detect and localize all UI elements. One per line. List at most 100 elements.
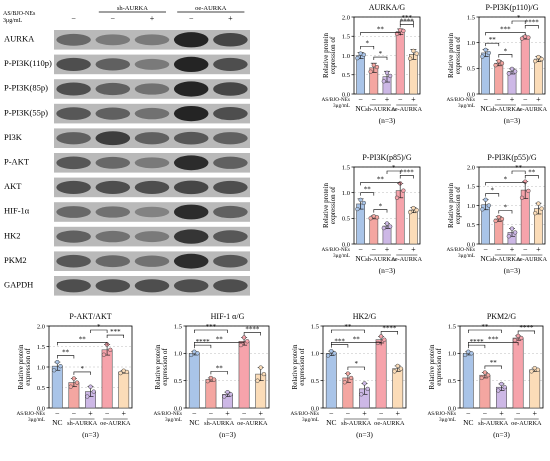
treatment-label-line1: AS/BJO-NEs bbox=[153, 411, 182, 417]
data-point bbox=[371, 62, 376, 68]
chart-p-akt-akt: P-AKT/AKT 0.0 0.5 1.0 1.5 2.0 Relative protein… bbox=[16, 312, 133, 439]
blot-band bbox=[134, 157, 170, 169]
blot-band bbox=[95, 156, 131, 169]
y-tick-label: 1.5 bbox=[37, 344, 45, 351]
blot-treatment-sign: − bbox=[111, 14, 116, 23]
blot-band bbox=[134, 279, 170, 293]
blot-protein-label: PKM2 bbox=[4, 255, 27, 265]
group-label-nc: NC bbox=[480, 254, 490, 263]
significance-bracket bbox=[373, 56, 388, 61]
chart-title: HIF-1 α/G bbox=[211, 312, 245, 321]
treatment-sign: + bbox=[225, 409, 230, 418]
data-point bbox=[255, 378, 260, 383]
significance-bracket bbox=[498, 210, 513, 214]
treatment-sign: − bbox=[497, 95, 502, 104]
treatment-label-line1: AS/BJO-NEs bbox=[321, 247, 350, 253]
y-axis-label-line2: expression of bbox=[329, 186, 337, 224]
bar bbox=[481, 52, 490, 95]
data-point bbox=[245, 339, 250, 344]
bar bbox=[534, 58, 543, 95]
treatment-sign: − bbox=[329, 409, 334, 418]
significance-bracket bbox=[380, 331, 398, 335]
n-label: (n=3) bbox=[356, 430, 373, 439]
bar bbox=[494, 62, 504, 95]
data-point bbox=[205, 379, 210, 384]
treatment-sign: + bbox=[121, 409, 126, 418]
significance-bracket bbox=[360, 45, 375, 50]
data-point bbox=[394, 31, 400, 37]
n-label: (n=3) bbox=[493, 430, 510, 439]
chart-title: P-PI3K(p55)/G bbox=[487, 153, 537, 162]
significance-bracket bbox=[524, 175, 539, 179]
significance-label: ** bbox=[216, 335, 224, 343]
blot-band bbox=[173, 279, 209, 293]
data-point bbox=[374, 215, 380, 220]
treatment-sign: + bbox=[510, 245, 515, 254]
data-point bbox=[348, 375, 354, 381]
blot-band bbox=[95, 107, 131, 120]
significance-bracket bbox=[194, 329, 228, 333]
bar bbox=[392, 368, 404, 409]
significance-bracket bbox=[73, 371, 91, 375]
bar bbox=[395, 31, 405, 95]
data-point bbox=[58, 364, 63, 369]
blot-treatment-sign: + bbox=[150, 14, 155, 23]
data-point bbox=[375, 340, 381, 346]
treatment-label-line2: 3μg/mL bbox=[458, 103, 475, 109]
significance-bracket bbox=[90, 329, 108, 333]
blot-band bbox=[56, 230, 91, 243]
chart-title: P-PI3K(p110)/G bbox=[485, 3, 538, 12]
significance-label: ** bbox=[62, 349, 70, 357]
data-point bbox=[493, 63, 498, 68]
data-point bbox=[355, 206, 360, 212]
significance-bracket bbox=[331, 329, 365, 333]
chart-hk2: HK2/G 0.0 0.5 1.0 1.5 Relative protein express… bbox=[290, 312, 407, 439]
blot-band bbox=[134, 34, 170, 46]
data-point bbox=[513, 69, 518, 74]
data-point bbox=[519, 195, 525, 200]
data-point bbox=[91, 389, 96, 394]
data-point bbox=[493, 218, 498, 224]
y-axis-label-line1: Relative protein bbox=[322, 183, 330, 228]
blot-band bbox=[95, 180, 131, 194]
chart-p-pi3k-p85: P-PI3K(p85)/G 0.0 0.5 1.0 1.5 Relative protei… bbox=[321, 153, 422, 275]
data-point bbox=[496, 58, 501, 64]
blot-band bbox=[56, 206, 91, 218]
y-tick-label: 0.0 bbox=[311, 405, 319, 412]
treatment-sign: − bbox=[483, 409, 488, 418]
significance-label: ** bbox=[528, 168, 536, 176]
bar bbox=[188, 353, 200, 409]
data-point bbox=[258, 365, 263, 370]
significance-label: ** bbox=[216, 364, 224, 372]
treatment-sign: + bbox=[499, 409, 504, 418]
blot-band bbox=[173, 81, 209, 97]
y-tick-label: 0.5 bbox=[174, 378, 182, 385]
y-tick-label: 0.5 bbox=[37, 385, 45, 392]
y-tick-label: 0.5 bbox=[311, 378, 319, 385]
blot-group-label-sh: sh-AURKA bbox=[117, 5, 148, 12]
group-label-sh: sh-AURKA bbox=[490, 256, 521, 263]
data-point bbox=[486, 50, 491, 56]
bar bbox=[356, 55, 365, 95]
treatment-sign: + bbox=[411, 245, 416, 254]
blot-protein-label: HIF-1α bbox=[4, 206, 30, 216]
treatment-sign: − bbox=[105, 409, 110, 418]
blot-band bbox=[56, 57, 91, 71]
y-axis-label-line2: expression of bbox=[24, 348, 32, 386]
treatment-sign: + bbox=[510, 95, 515, 104]
blot-band bbox=[56, 132, 91, 145]
data-point bbox=[55, 359, 60, 365]
group-label-nc: NC bbox=[355, 104, 365, 113]
bar bbox=[512, 337, 524, 409]
group-label-nc: NC bbox=[463, 418, 473, 427]
treatment-sign: − bbox=[192, 409, 197, 418]
blot-band bbox=[56, 82, 91, 96]
blot-band bbox=[56, 254, 91, 268]
chart-hif-1a: HIF-1 α/G 0.0 0.5 1.0 1.5 Relative protein exp… bbox=[153, 312, 270, 439]
blot-band bbox=[95, 255, 131, 268]
data-point bbox=[483, 47, 488, 53]
significance-label: * bbox=[504, 175, 508, 183]
y-tick-label: 0.5 bbox=[448, 378, 456, 385]
data-point bbox=[124, 369, 130, 375]
significance-label: ** bbox=[377, 175, 385, 183]
